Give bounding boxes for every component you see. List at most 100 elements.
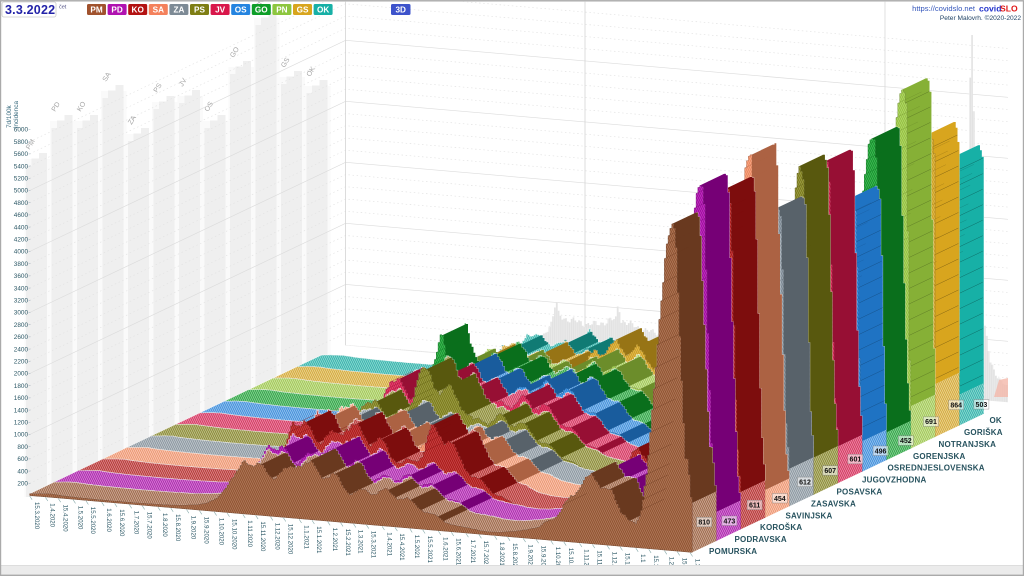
svg-text:OS: OS (204, 100, 215, 113)
svg-text:KO: KO (76, 100, 88, 113)
svg-text:810: 810 (698, 520, 710, 527)
svg-text:1.2.2021: 1.2.2021 (331, 528, 338, 552)
svg-text:1.11.2020: 1.11.2020 (246, 520, 253, 547)
svg-text:3000: 3000 (14, 310, 29, 317)
svg-text:864: 864 (950, 402, 962, 409)
svg-text:1.6.2020: 1.6.2020 (105, 508, 112, 532)
svg-text:GS: GS (280, 56, 291, 69)
svg-text:PS: PS (153, 82, 164, 94)
svg-text:2800: 2800 (14, 322, 29, 329)
svg-text:4800: 4800 (14, 200, 29, 207)
svg-text:3400: 3400 (14, 285, 29, 292)
svg-text:1.12.2020: 1.12.2020 (274, 523, 281, 551)
svg-text:400: 400 (17, 468, 28, 475)
svg-text:1.1: 1.1 (639, 554, 646, 563)
svg-text:15.5.2020: 15.5.2020 (89, 507, 96, 535)
svg-text:15.1: 15.1 (652, 555, 659, 567)
svg-text:496: 496 (875, 448, 887, 455)
svg-text:600: 600 (17, 456, 28, 463)
svg-text:1.9.2020: 1.9.2020 (190, 516, 197, 540)
svg-text:KOROŠKA: KOROŠKA (760, 523, 802, 532)
svg-text:15.3.2020: 15.3.2020 (33, 502, 40, 530)
svg-text:15.6.2021: 15.6.2021 (455, 538, 462, 566)
svg-text:15.4.2020: 15.4.2020 (62, 505, 69, 533)
svg-text:PM: PM (25, 138, 37, 151)
svg-text:15.4.2021: 15.4.2021 (398, 533, 405, 561)
svg-text:1000: 1000 (14, 432, 29, 439)
svg-text:1.8.2021: 1.8.2021 (498, 542, 505, 566)
svg-text:200: 200 (17, 481, 28, 488)
svg-text:incidenca: incidenca (13, 101, 20, 128)
svg-text:15.1.2021: 15.1.2021 (315, 526, 322, 554)
svg-text:15.8.2021: 15.8.2021 (511, 543, 518, 571)
svg-text:6000: 6000 (14, 127, 29, 134)
svg-text:OK: OK (306, 65, 317, 78)
svg-text:15.11.2020: 15.11.2020 (259, 521, 266, 552)
svg-text:15.9.2021: 15.9.2021 (539, 546, 546, 574)
svg-text:1.1.2021: 1.1.2021 (302, 525, 309, 549)
svg-text:15.7.2021: 15.7.2021 (482, 541, 489, 569)
svg-text:1.2: 1.2 (668, 557, 675, 566)
svg-text:ZA: ZA (127, 114, 138, 126)
svg-text:čet: čet (59, 5, 67, 11)
svg-text:503: 503 (976, 402, 988, 409)
svg-text:1400: 1400 (14, 407, 29, 414)
svg-text:601: 601 (850, 457, 862, 464)
svg-text:15.3.2021: 15.3.2021 (370, 531, 377, 559)
svg-text:15.8.2020: 15.8.2020 (174, 514, 181, 542)
svg-text:PS: PS (194, 6, 205, 15)
svg-text:NOTRANJSKA: NOTRANJSKA (939, 440, 997, 449)
svg-text:ZA: ZA (173, 6, 184, 15)
svg-text:POMURSKA: POMURSKA (709, 547, 757, 556)
svg-text:5800: 5800 (14, 139, 29, 146)
svg-text:2400: 2400 (14, 346, 29, 353)
svg-text:SA: SA (153, 6, 164, 15)
svg-text:15.9.2020: 15.9.2020 (203, 517, 210, 545)
svg-text:2000: 2000 (14, 371, 29, 378)
svg-text:ZASAVSKA: ZASAVSKA (811, 499, 856, 508)
svg-text:PD: PD (51, 101, 62, 113)
svg-text:https://covidslo.net: https://covidslo.net (912, 4, 976, 13)
svg-text:473: 473 (724, 518, 736, 525)
svg-text:OSREDNJESLOVENSKA: OSREDNJESLOVENSKA (888, 464, 985, 473)
svg-text:1.4.2020: 1.4.2020 (49, 503, 56, 527)
svg-text:JUGOVZHODNA: JUGOVZHODNA (862, 476, 926, 485)
svg-text:OK: OK (990, 416, 1002, 425)
svg-text:1200: 1200 (14, 420, 29, 427)
svg-text:5400: 5400 (14, 163, 29, 170)
svg-text:1.10.2020: 1.10.2020 (217, 518, 224, 546)
svg-text:15.10.2021: 15.10.2021 (567, 548, 574, 576)
svg-text:GORENJSKA: GORENJSKA (913, 452, 965, 461)
svg-text:3800: 3800 (14, 261, 29, 268)
svg-text:15.5.2021: 15.5.2021 (426, 536, 433, 564)
svg-text:3600: 3600 (14, 273, 29, 280)
svg-text:3D: 3D (395, 6, 406, 15)
svg-text:5000: 5000 (14, 188, 29, 195)
svg-text:1.3: 1.3 (693, 559, 700, 568)
svg-text:PN: PN (276, 6, 287, 15)
svg-text:KO: KO (132, 6, 145, 15)
svg-text:4200: 4200 (14, 237, 29, 244)
svg-text:800: 800 (17, 444, 28, 451)
svg-text:GORIŠKA: GORIŠKA (964, 428, 1003, 437)
svg-text:JV: JV (215, 6, 226, 15)
svg-text:15.12: 15.12 (623, 553, 630, 569)
svg-text:5600: 5600 (14, 151, 29, 158)
svg-text:1.3.2021: 1.3.2021 (357, 530, 364, 554)
svg-text:2200: 2200 (14, 359, 29, 366)
svg-text:4000: 4000 (14, 249, 29, 256)
svg-text:Peter Malovrh. ©2020-2022: Peter Malovrh. ©2020-2022 (940, 14, 1021, 22)
svg-text:1.11.2021: 1.11.2021 (583, 549, 590, 576)
svg-text:1.7.2021: 1.7.2021 (469, 540, 476, 564)
svg-text:1600: 1600 (14, 395, 29, 402)
svg-text:SLO: SLO (1000, 4, 1018, 14)
svg-text:15.2.2021: 15.2.2021 (344, 529, 351, 557)
svg-text:691: 691 (925, 419, 937, 426)
svg-text:covid: covid (979, 4, 1001, 14)
svg-text:SA: SA (102, 71, 113, 83)
svg-text:15.7.2020: 15.7.2020 (145, 512, 152, 540)
svg-text:1.5.2021: 1.5.2021 (413, 535, 420, 559)
svg-text:1.7.2020: 1.7.2020 (133, 511, 140, 535)
svg-text:7d/100k: 7d/100k (6, 104, 13, 128)
svg-text:15.6.2020: 15.6.2020 (118, 509, 125, 537)
